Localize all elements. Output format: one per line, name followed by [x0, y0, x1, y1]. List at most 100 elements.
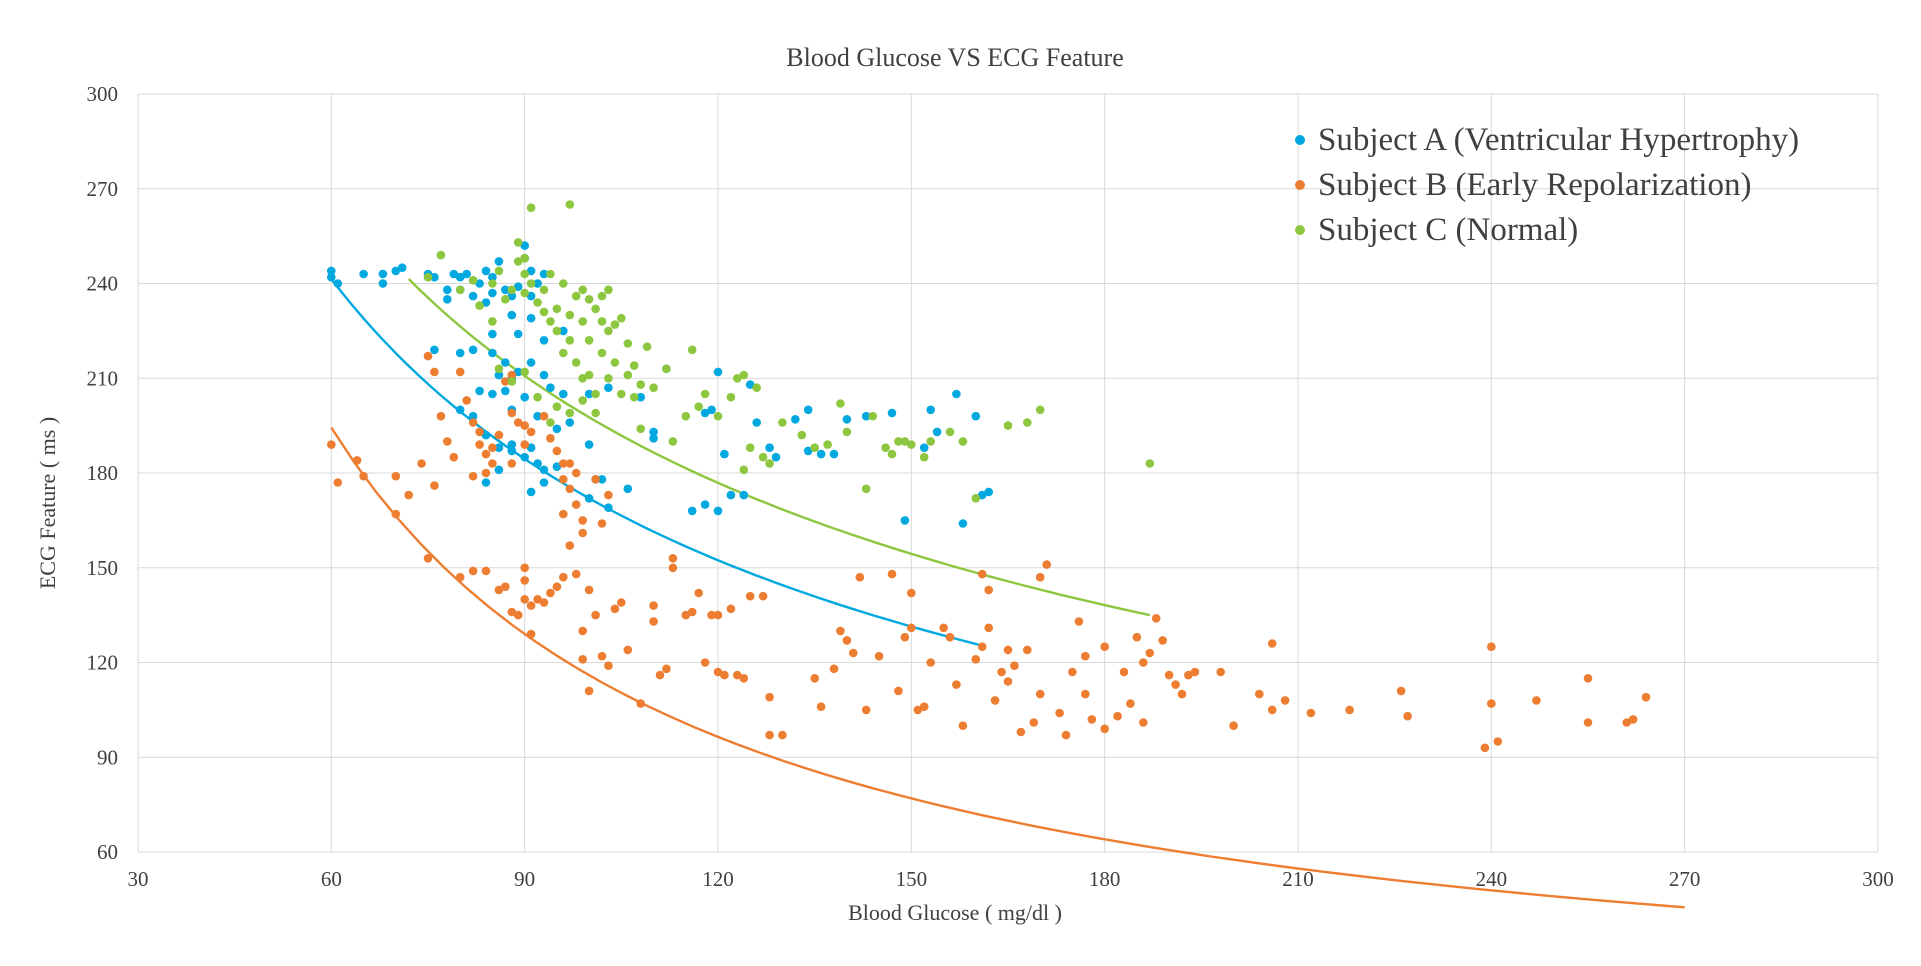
data-point-3 [546, 418, 555, 427]
data-point-2 [913, 705, 923, 715]
data-point-3 [836, 399, 845, 408]
data-point-2 [578, 655, 587, 664]
y-tick-label: 210 [87, 366, 119, 390]
data-point-3 [726, 392, 736, 402]
data-point-3 [565, 310, 575, 320]
data-point-1 [539, 370, 549, 380]
data-point-1 [559, 326, 568, 336]
data-point-1 [333, 279, 343, 288]
data-point-2 [584, 585, 594, 595]
data-point-3 [900, 437, 910, 446]
data-point-1 [526, 487, 536, 497]
data-point-2 [1132, 632, 1142, 642]
data-point-1 [455, 348, 465, 358]
data-point-2 [1184, 670, 1193, 680]
data-point-2 [971, 655, 981, 664]
data-point-1 [533, 279, 542, 288]
data-point-3 [526, 203, 536, 212]
data-point-2 [874, 651, 884, 661]
data-point-1 [971, 411, 981, 421]
data-point-2 [526, 427, 536, 437]
data-point-2 [533, 595, 542, 604]
data-point-2 [468, 471, 478, 481]
data-point-2 [649, 617, 658, 626]
gridlines [137, 93, 1879, 853]
data-point-2 [623, 645, 633, 655]
data-point-3 [745, 443, 755, 453]
data-point-1 [359, 269, 368, 279]
data-point-1 [539, 269, 549, 279]
data-point-3 [526, 279, 536, 288]
data-point-2 [352, 456, 362, 465]
data-point-3 [494, 364, 504, 374]
data-point-3 [765, 459, 774, 468]
data-point-2 [327, 440, 336, 449]
data-point-2 [1081, 651, 1090, 661]
data-point-1 [559, 389, 568, 399]
data-point-3 [559, 348, 568, 358]
data-point-2 [559, 459, 568, 468]
data-point-2 [945, 632, 955, 642]
data-point-1 [481, 298, 491, 307]
data-point-3 [578, 374, 587, 383]
data-point-1 [900, 516, 910, 525]
data-point-3 [861, 484, 871, 494]
data-point-3 [552, 326, 562, 336]
data-point-3 [571, 291, 581, 301]
data-point-2 [887, 569, 897, 579]
data-point-2 [952, 680, 961, 689]
data-point-2 [894, 686, 903, 696]
data-point-3 [971, 494, 981, 503]
data-point-1 [726, 490, 736, 500]
data-point-1 [520, 241, 529, 250]
data-point-2 [977, 642, 987, 651]
data-point-1 [378, 279, 388, 288]
data-point-1 [816, 449, 826, 459]
data-point-3 [687, 345, 697, 355]
data-point-3 [520, 288, 529, 298]
data-point-2 [546, 588, 555, 598]
data-point-1 [533, 411, 542, 421]
data-point-1 [481, 266, 491, 276]
data-point-2 [1487, 642, 1496, 651]
data-point-3 [494, 266, 504, 276]
data-point-2 [617, 598, 626, 607]
data-point-3 [623, 370, 633, 380]
data-point-2 [501, 582, 510, 591]
data-point-3 [578, 285, 587, 295]
data-point-2 [778, 730, 787, 740]
data-point-1 [745, 380, 755, 389]
data-point-1 [494, 465, 504, 475]
data-point-2 [977, 569, 987, 579]
data-point-1 [700, 500, 710, 509]
x-tick-label: 240 [1476, 867, 1508, 891]
data-point-3 [520, 253, 529, 263]
data-point-1 [430, 272, 439, 282]
data-point-2 [855, 572, 865, 582]
data-point-2 [849, 648, 858, 658]
data-point-1 [984, 487, 993, 497]
data-point-1 [803, 405, 813, 415]
data-point-1 [507, 310, 517, 320]
data-point-1 [584, 389, 594, 399]
data-point-2 [1029, 718, 1039, 727]
data-point-1 [526, 443, 536, 453]
data-point-2 [1074, 617, 1084, 626]
data-point-2 [1139, 718, 1148, 727]
data-point-2 [1003, 645, 1013, 655]
data-point-2 [1345, 705, 1354, 715]
data-point-1 [720, 449, 729, 459]
data-point-1 [861, 411, 871, 421]
data-point-1 [468, 411, 478, 421]
data-point-1 [604, 503, 613, 512]
data-point-1 [623, 484, 633, 494]
data-point-2 [494, 585, 504, 595]
data-point-3 [752, 383, 761, 393]
x-tick-label: 60 [321, 867, 342, 891]
data-point-2 [926, 658, 935, 667]
data-point-2 [816, 702, 826, 711]
data-point-2 [990, 696, 1000, 705]
data-point-1 [378, 269, 388, 279]
data-point-3 [739, 465, 749, 475]
data-point-3 [958, 437, 968, 446]
